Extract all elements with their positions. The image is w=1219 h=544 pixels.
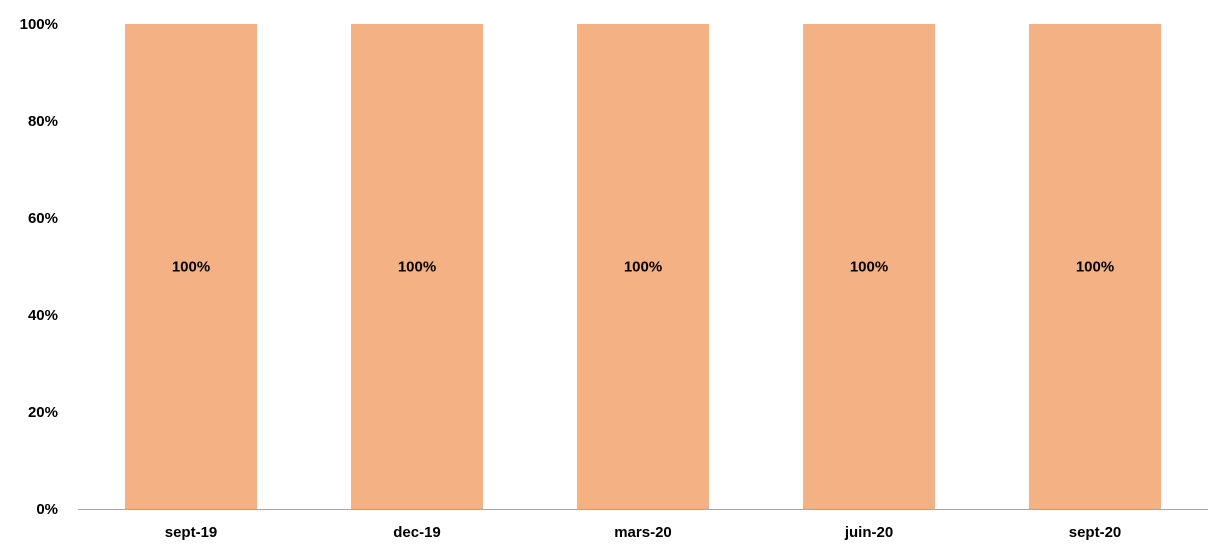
y-tick-label: 0% — [36, 501, 58, 518]
bars — [125, 24, 1161, 509]
x-category-label: juin-20 — [844, 524, 893, 541]
y-tick-label: 100% — [20, 16, 58, 33]
x-category-label: mars-20 — [614, 524, 672, 541]
bar[interactable] — [803, 24, 935, 509]
y-tick-label: 40% — [28, 307, 58, 324]
bar-data-label: 100% — [624, 259, 662, 276]
y-tick-label: 20% — [28, 404, 58, 421]
data-labels: 100% 100% 100% 100% 100% — [172, 259, 1114, 276]
bar-data-label: 100% — [850, 259, 888, 276]
bar-data-label: 100% — [398, 259, 436, 276]
x-category-label: sept-19 — [165, 524, 218, 541]
bar-data-label: 100% — [1076, 259, 1114, 276]
x-category-label: dec-19 — [393, 524, 441, 541]
x-category-label: sept-20 — [1069, 524, 1122, 541]
bar[interactable] — [1029, 24, 1161, 509]
bar[interactable] — [351, 24, 483, 509]
y-axis-tick-labels: 0% 20% 40% 60% 80% 100% — [20, 16, 58, 518]
x-axis-category-labels: sept-19 dec-19 mars-20 juin-20 sept-20 — [165, 524, 1122, 541]
bar[interactable] — [577, 24, 709, 509]
y-tick-label: 60% — [28, 210, 58, 227]
bar-data-label: 100% — [172, 259, 210, 276]
bar[interactable] — [125, 24, 257, 509]
y-tick-label: 80% — [28, 113, 58, 130]
